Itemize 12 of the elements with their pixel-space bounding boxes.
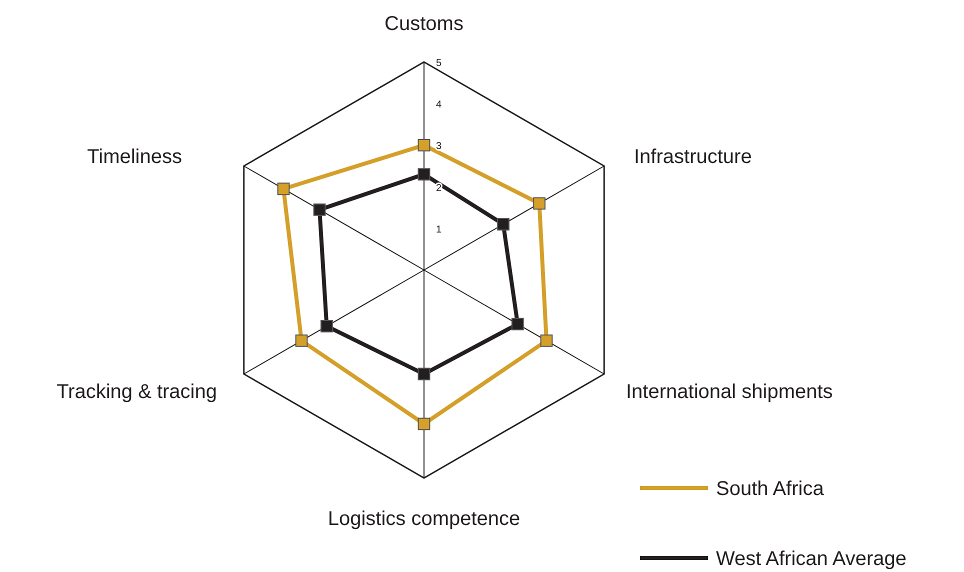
spoke-label: Tracking & tracing [56, 381, 217, 403]
legend-label: West African Average [716, 548, 906, 570]
spoke-label: Logistics competence [328, 508, 520, 530]
spoke-label: Infrastructure [634, 146, 752, 168]
y-tick-label: 4 [436, 100, 442, 111]
y-tick-label: 5 [436, 58, 442, 69]
legend-label: South Africa [716, 478, 825, 500]
y-tick-label: 3 [436, 141, 442, 152]
spoke-label: Customs [384, 13, 464, 35]
y-tick-label: 1 [436, 224, 442, 236]
spoke-label: International shipments [626, 381, 833, 403]
spoke-label: Timeliness [87, 146, 182, 168]
